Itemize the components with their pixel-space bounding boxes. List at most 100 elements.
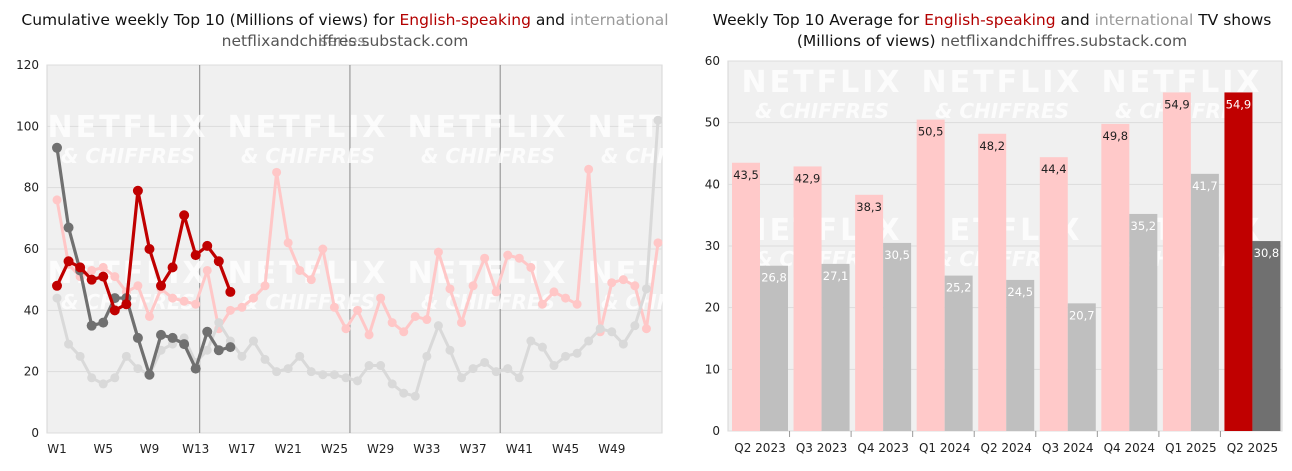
series-line-international	[55, 147, 231, 377]
data-point-international	[156, 329, 167, 340]
data-point-english_faded	[248, 293, 258, 303]
bar-label-international: 30,8	[1254, 246, 1280, 260]
y-tick-label: 80	[24, 181, 39, 195]
y-tick-label: 30	[705, 239, 720, 253]
x-tick-label: W49	[598, 442, 625, 456]
bar-international	[760, 265, 788, 431]
data-point-international	[213, 345, 224, 356]
watermark-subtitle: & CHIFFRES	[421, 290, 555, 314]
left-chart-source: netflixandchiffres.substack.com	[221, 32, 469, 50]
watermark-title: NETFLIX	[588, 110, 690, 145]
bar-international	[944, 275, 973, 431]
data-point-international_faded	[549, 361, 559, 371]
right-title-international: international	[1094, 11, 1194, 29]
data-point-international_faded	[457, 373, 467, 383]
data-point-english_faded	[410, 311, 420, 321]
data-point-international_faded	[237, 351, 247, 361]
left-title-text: Cumulative weekly Top 10 (Millions of vi…	[21, 11, 400, 29]
data-point-english_faded	[503, 250, 513, 260]
bar-label-international: 26,8	[761, 271, 787, 285]
data-point-international	[132, 332, 143, 343]
x-tick-label: W45	[552, 442, 579, 456]
bar-international	[1129, 213, 1158, 431]
x-tick-label: W21	[275, 442, 302, 456]
data-point-international_faded	[630, 321, 640, 331]
bar-label-international: 41,7	[1192, 179, 1218, 193]
bar-english	[1039, 157, 1068, 431]
data-point-international	[144, 369, 155, 380]
data-point-english	[52, 280, 62, 291]
watermark-subtitle: & CHIFFRES	[935, 99, 1069, 123]
right-chart-subtitle: (Millions of views) netflixandchiffres.s…	[692, 31, 1292, 52]
data-point-international	[98, 317, 109, 328]
bar-label-english: 49,8	[1103, 129, 1129, 143]
data-point-international_faded	[376, 361, 386, 371]
x-tick-label: W25	[321, 442, 348, 456]
x-tick-label: W41	[506, 442, 533, 456]
bar-label-english: 42,9	[795, 171, 821, 185]
x-tick-label: W9	[140, 442, 160, 456]
data-point-english_faded	[457, 318, 467, 328]
data-point-international_faded	[295, 351, 305, 361]
right-title-suffix: TV shows	[1193, 11, 1272, 29]
data-point-english_faded	[572, 299, 582, 309]
data-point-english	[86, 274, 97, 285]
data-point-international_faded	[561, 351, 571, 361]
data-point-english	[109, 305, 120, 316]
bar-label-english: 54,9	[1164, 97, 1190, 111]
data-point-english	[121, 299, 132, 310]
data-point-international_faded	[248, 336, 258, 346]
data-point-english_faded	[422, 315, 432, 325]
data-point-international_faded	[480, 357, 490, 367]
x-tick-label: W37	[460, 442, 487, 456]
watermark-subtitle: & CHIFFRES	[601, 144, 690, 168]
data-point-international_faded	[87, 373, 97, 383]
watermark-title: NETFLIX	[228, 110, 389, 145]
data-point-english_faded	[295, 265, 305, 275]
x-tick-label: W29	[367, 442, 394, 456]
data-point-international	[225, 342, 236, 353]
data-point-english_faded	[641, 324, 651, 334]
data-point-international_faded	[433, 321, 443, 331]
data-point-english	[156, 280, 167, 291]
data-point-international	[86, 320, 97, 331]
y-tick-label: 20	[705, 301, 720, 315]
data-point-international	[202, 326, 213, 337]
y-tick-label: 20	[24, 365, 39, 379]
bar-label-international: 30,5	[884, 248, 910, 262]
data-point-english	[190, 250, 201, 261]
data-point-international_faded	[353, 376, 362, 386]
x-tick-label: Q4 2023	[857, 441, 908, 455]
x-tick-label: Q1 2025	[1165, 441, 1216, 455]
data-point-international_faded	[133, 364, 143, 374]
bar-label-english: 50,5	[918, 125, 944, 139]
bar-english	[1162, 92, 1191, 431]
data-point-english_faded	[653, 238, 663, 248]
data-point-international_faded	[618, 339, 628, 349]
data-point-international_faded	[202, 345, 212, 355]
right-title-and: and	[1055, 11, 1095, 29]
watermark-title: NETFLIX	[48, 110, 209, 145]
bar-label-english: 38,3	[856, 200, 882, 214]
data-point-english_faded	[144, 311, 154, 321]
bar-label-english: 48,2	[979, 139, 1005, 153]
x-tick-label: W13	[182, 442, 209, 456]
data-point-english_faded	[98, 262, 108, 272]
data-point-english_faded	[526, 262, 536, 272]
data-point-english_faded	[549, 287, 559, 297]
data-point-international_faded	[410, 391, 420, 401]
left-chart-panel: Cumulative weekly Top 10 (Millions of vi…	[16, 11, 690, 456]
data-point-international	[179, 339, 190, 350]
data-point-english_faded	[260, 281, 270, 291]
data-point-international_faded	[445, 345, 455, 355]
data-point-international_faded	[121, 351, 131, 361]
data-point-english	[225, 286, 236, 297]
bar-label-international: 24,5	[1007, 285, 1033, 299]
x-tick-label: Q2 2024	[981, 441, 1032, 455]
data-point-english_faded	[225, 305, 235, 315]
bar-english	[978, 133, 1007, 431]
x-tick-label: W5	[93, 442, 113, 456]
x-tick-label: W17	[228, 442, 255, 456]
watermark-title: NETFLIX	[228, 256, 389, 291]
data-point-international	[167, 332, 178, 343]
